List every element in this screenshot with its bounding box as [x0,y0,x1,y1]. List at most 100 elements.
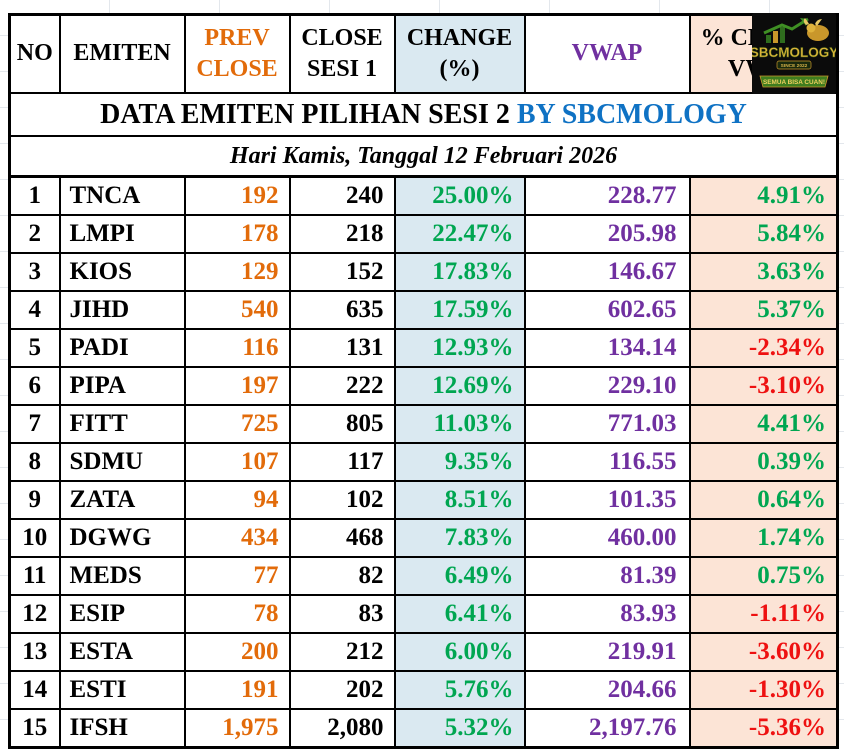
cell-change-pct: 17.83% [393,252,526,292]
cell-no: 12 [8,594,61,634]
cell-close-sesi1: 218 [288,214,396,254]
table-row: 4 JIHD 540 635 17.59% 602.65 5.37% [8,290,839,330]
cell-prev-close: 200 [183,632,291,672]
table-row: 13 ESTA 200 212 6.00% 219.91 -3.60% [8,632,839,672]
logo-bull-icon [803,18,829,41]
cell-emiten: TNCA [58,175,186,216]
cell-no: 14 [8,670,61,710]
cell-prev-close: 129 [183,252,291,292]
cell-prev-close: 197 [183,366,291,406]
cell-close-vwap-pct: -3.60% [688,632,839,672]
cell-change-pct: 6.41% [393,594,526,634]
table-row: 9 ZATA 94 102 8.51% 101.35 0.64% [8,480,839,520]
table-row: 6 PIPA 197 222 12.69% 229.10 -3.10% [8,366,839,406]
cell-vwap: 228.77 [523,175,691,216]
cell-no: 4 [8,290,61,330]
cell-prev-close: 178 [183,214,291,254]
cell-prev-close: 540 [183,290,291,330]
cell-emiten: DGWG [58,518,186,558]
cell-emiten: SDMU [58,442,186,482]
cell-no: 3 [8,252,61,292]
table-row: 11 MEDS 77 82 6.49% 81.39 0.75% [8,556,839,596]
cell-change-pct: 25.00% [393,175,526,216]
cell-prev-close: 77 [183,556,291,596]
cell-emiten: JIHD [58,290,186,330]
column-header-close-sesi1: CLOSE SESI 1 [288,13,396,94]
cell-change-pct: 11.03% [393,404,526,444]
date-row: Hari Kamis, Tanggal 12 Februari 2026 [8,135,839,178]
logo-brand-text: SBCMOLOGY [752,45,836,60]
emiten-table: DATA EMITEN PILIHAN SESI 2 BY SBCMOLOGY … [8,13,839,749]
cell-no: 6 [8,366,61,406]
cell-emiten: PADI [58,328,186,368]
cell-vwap: 116.55 [523,442,691,482]
table-row: 15 IFSH 1,975 2,080 5.32% 2,197.76 -5.36% [8,708,839,749]
cell-vwap: 81.39 [523,556,691,596]
cell-vwap: 771.03 [523,404,691,444]
page-title: DATA EMITEN PILIHAN SESI 2 BY SBCMOLOGY [8,92,839,137]
cell-emiten: ESIP [58,594,186,634]
cell-emiten: ESTA [58,632,186,672]
cell-no: 2 [8,214,61,254]
logo-since-text: SINCE 2022 [781,63,808,69]
cell-no: 9 [8,480,61,520]
cell-change-pct: 6.00% [393,632,526,672]
logo-tagline-text: SEMUA BISA CUAN! [763,79,825,86]
cell-close-sesi1: 102 [288,480,396,520]
cell-emiten: ESTI [58,670,186,710]
cell-close-sesi1: 222 [288,366,396,406]
cell-vwap: 229.10 [523,366,691,406]
table-row: 3 KIOS 129 152 17.83% 146.67 3.63% [8,252,839,292]
sbcmology-logo: SBCMOLOGY SINCE 2022 SEMUA BISA CUAN! [752,13,836,94]
column-header-emiten: EMITEN [58,13,186,94]
cell-vwap: 205.98 [523,214,691,254]
cell-close-vwap-pct: -2.34% [688,328,839,368]
cell-close-sesi1: 805 [288,404,396,444]
cell-close-sesi1: 635 [288,290,396,330]
cell-close-vwap-pct: 0.39% [688,442,839,482]
cell-close-vwap-pct: -1.11% [688,594,839,634]
cell-change-pct: 6.49% [393,556,526,596]
cell-vwap: 83.93 [523,594,691,634]
table-row: 5 PADI 116 131 12.93% 134.14 -2.34% [8,328,839,368]
cell-no: 11 [8,556,61,596]
table-header: NO EMITEN PREV CLOSE CLOSE SESI 1 CHANGE… [8,13,839,94]
title-row: DATA EMITEN PILIHAN SESI 2 BY SBCMOLOGY [8,92,839,137]
table-row: 14 ESTI 191 202 5.76% 204.66 -1.30% [8,670,839,710]
cell-change-pct: 12.93% [393,328,526,368]
cell-prev-close: 1,975 [183,708,291,749]
table-head-rows: DATA EMITEN PILIHAN SESI 2 BY SBCMOLOGY … [8,92,839,178]
cell-change-pct: 7.83% [393,518,526,558]
cell-emiten: PIPA [58,366,186,406]
cell-vwap: 2,197.76 [523,708,691,749]
cell-close-sesi1: 152 [288,252,396,292]
cell-emiten: LMPI [58,214,186,254]
cell-close-vwap-pct: 5.37% [688,290,839,330]
cell-prev-close: 107 [183,442,291,482]
cell-vwap: 602.65 [523,290,691,330]
cell-close-vwap-pct: 4.91% [688,175,839,216]
cell-vwap: 101.35 [523,480,691,520]
cell-close-sesi1: 240 [288,175,396,216]
title-main: DATA EMITEN PILIHAN SESI 2 [100,98,510,130]
column-header-no: NO [8,13,61,94]
logo-since-banner [776,60,812,70]
column-header-vwap: VWAP [523,13,691,94]
cell-no: 1 [8,175,61,216]
table-row: 8 SDMU 107 117 9.35% 116.55 0.39% [8,442,839,482]
cell-no: 15 [8,708,61,749]
cell-close-vwap-pct: 1.74% [688,518,839,558]
cell-emiten: ZATA [58,480,186,520]
table-row: 1 TNCA 192 240 25.00% 228.77 4.91% [8,175,839,216]
cell-close-vwap-pct: -1.30% [688,670,839,710]
cell-change-pct: 17.59% [393,290,526,330]
cell-change-pct: 22.47% [393,214,526,254]
cell-prev-close: 78 [183,594,291,634]
header-row: NO EMITEN PREV CLOSE CLOSE SESI 1 CHANGE… [8,13,839,94]
cell-prev-close: 191 [183,670,291,710]
cell-emiten: MEDS [58,556,186,596]
column-header-prev-close: PREV CLOSE [183,13,291,94]
cell-close-sesi1: 117 [288,442,396,482]
cell-emiten: KIOS [58,252,186,292]
